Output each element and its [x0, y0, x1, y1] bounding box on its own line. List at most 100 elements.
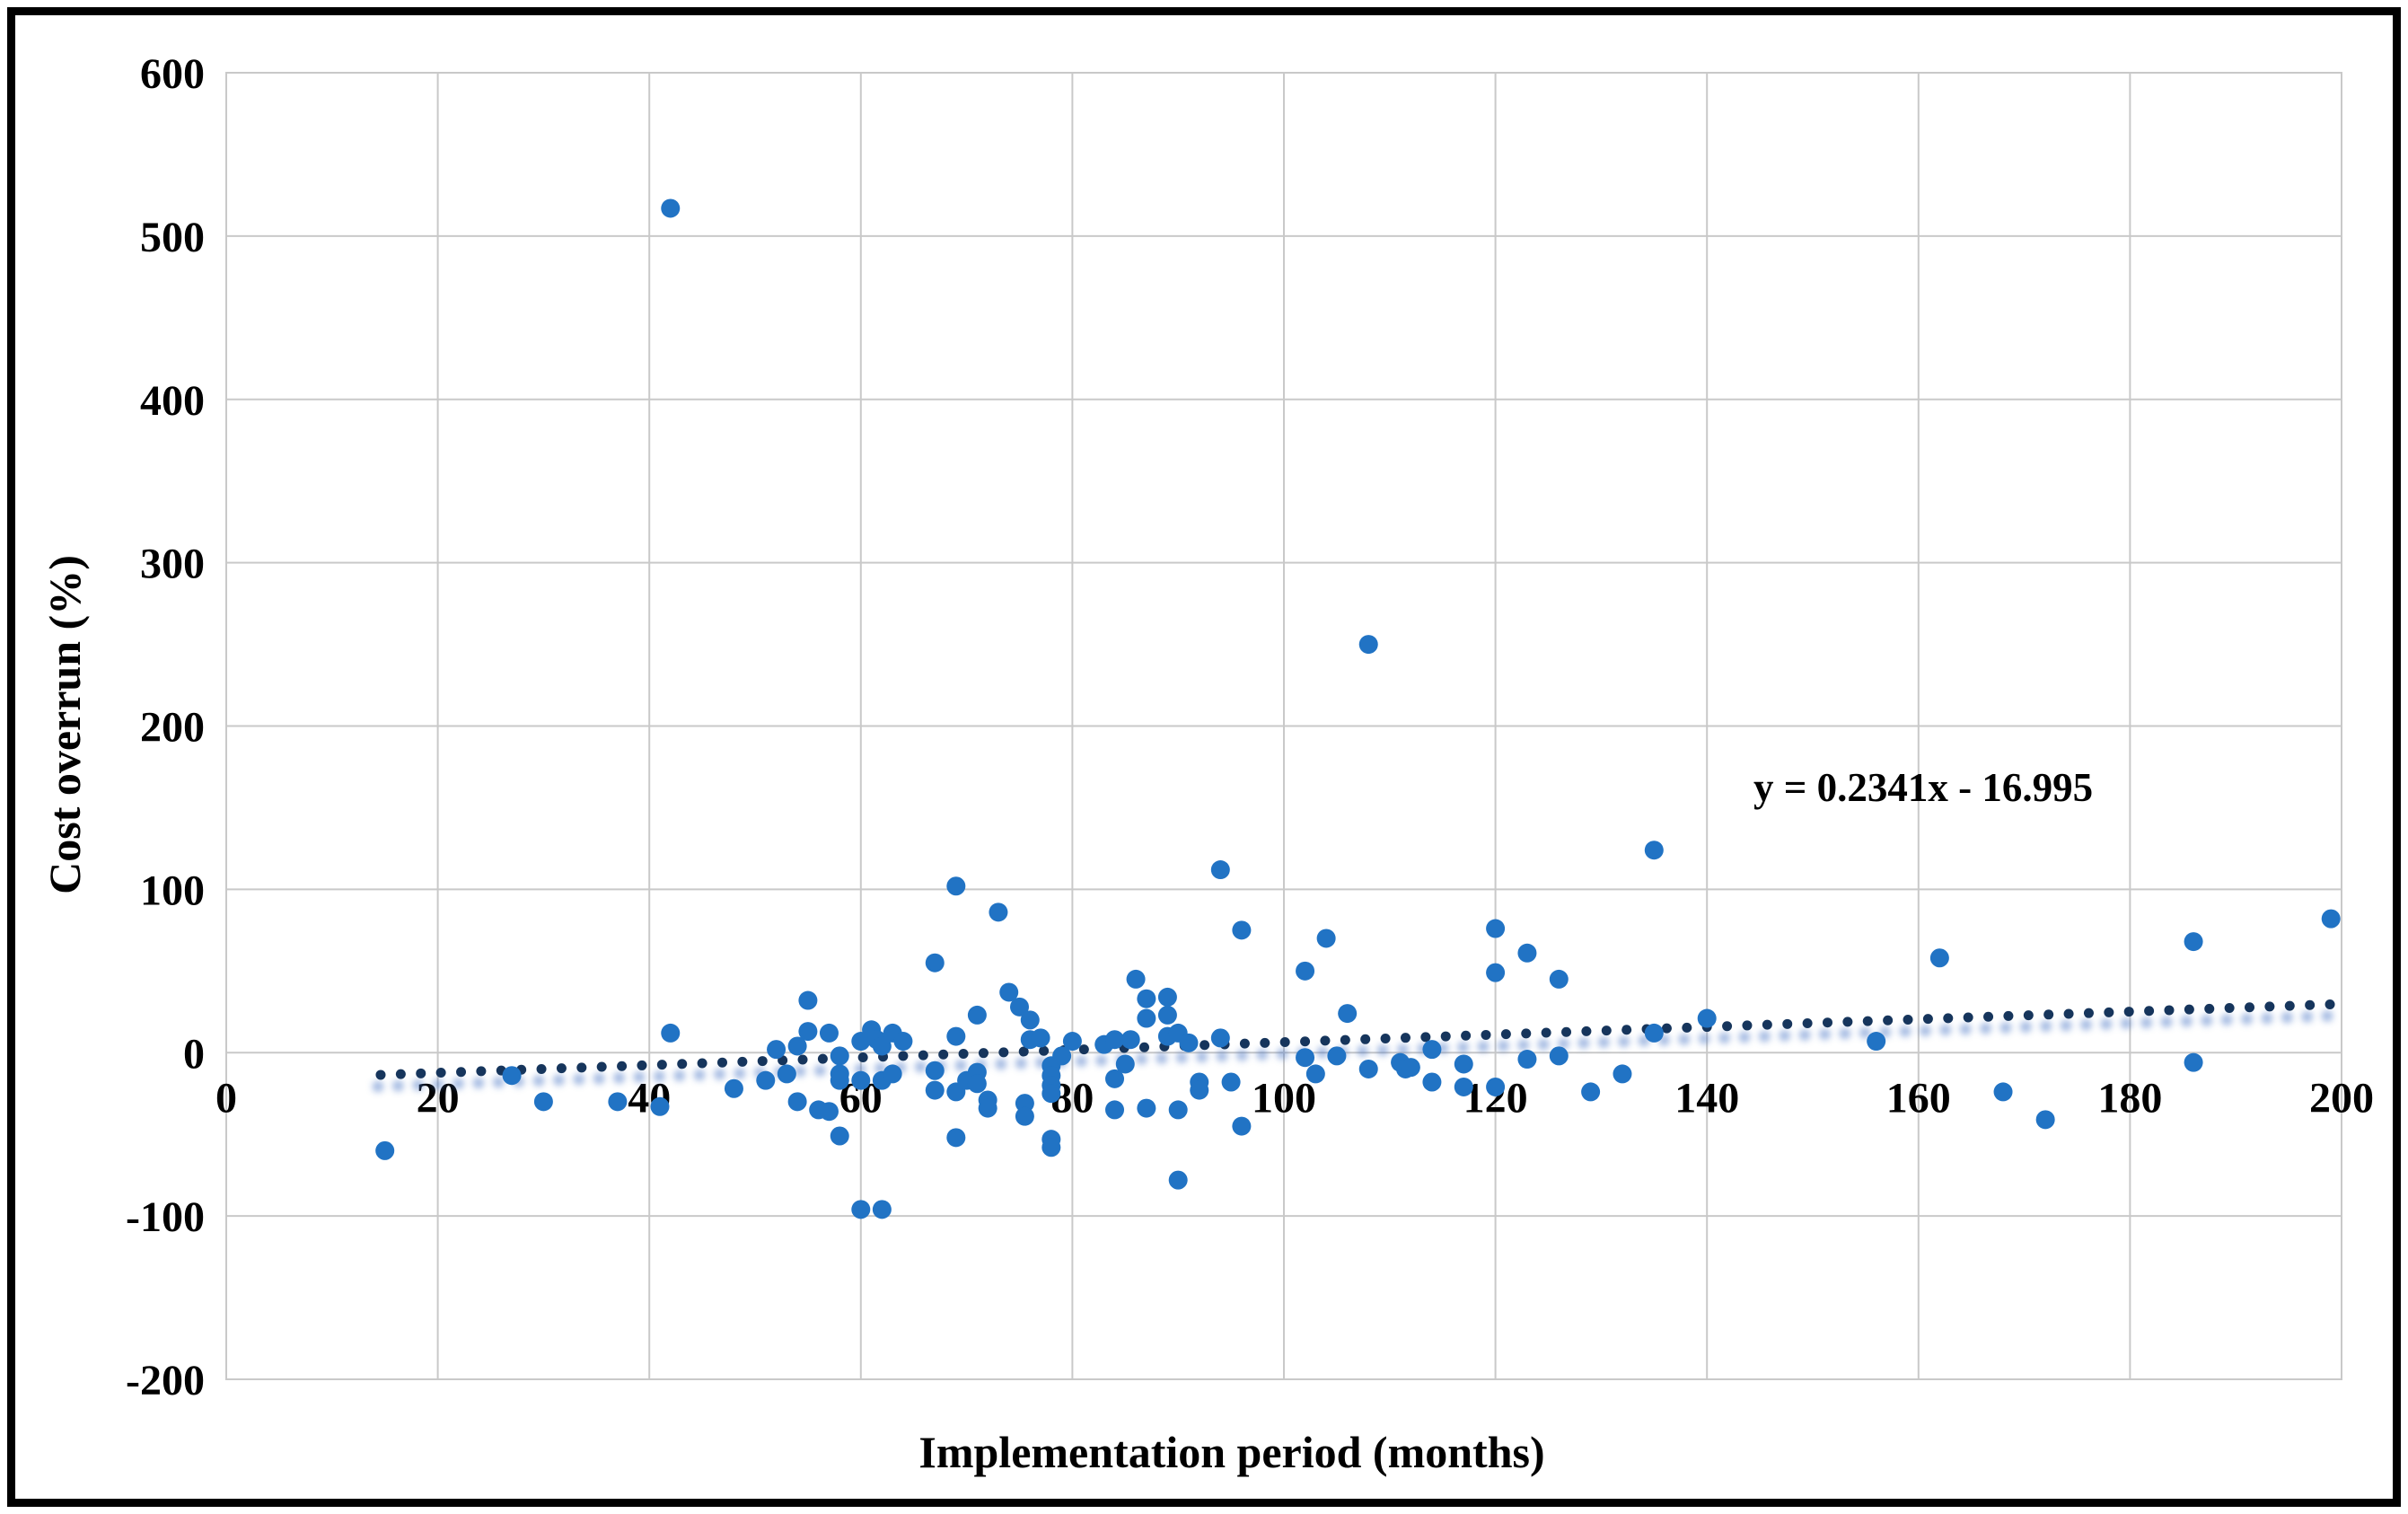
data-point: [1486, 1077, 1506, 1096]
scatter-points: [375, 198, 2341, 1219]
data-point: [1454, 1054, 1473, 1074]
data-point: [1486, 963, 1506, 982]
trend-dot: [1260, 1037, 1270, 1048]
trend-dot: [1139, 1042, 1150, 1052]
data-point: [851, 1200, 871, 1219]
x-axis-tick-label: 160: [1886, 1074, 1951, 1122]
trend-dot: [596, 1061, 607, 1072]
trend-dot: [656, 1060, 667, 1070]
trend-dot: [456, 1067, 467, 1078]
x-axis-tick-label: 180: [2097, 1074, 2162, 1122]
trend-dot: [2123, 1007, 2134, 1017]
trend-dot: [857, 1052, 868, 1063]
trend-dot: [1903, 1014, 1913, 1025]
trend-dot: [435, 1068, 446, 1078]
data-point: [1296, 1048, 1315, 1068]
data-point: [1137, 1008, 1156, 1028]
data-point: [978, 1098, 997, 1118]
x-axis-tick-label: 140: [1674, 1074, 1739, 1122]
trend-dot: [2224, 1003, 2235, 1014]
trend-dot: [1200, 1040, 1210, 1051]
trend-dot: [2184, 1004, 2194, 1015]
trend-dot: [1380, 1033, 1391, 1043]
trend-dot: [697, 1058, 707, 1069]
x-axis-tick-label: 100: [1252, 1074, 1316, 1122]
trend-dot: [2104, 1007, 2114, 1017]
data-point: [1232, 920, 1252, 940]
trend-dot: [918, 1050, 928, 1061]
data-point: [967, 1005, 987, 1025]
data-point: [925, 1080, 945, 1100]
data-point: [1358, 635, 1378, 655]
trend-dot: [375, 1069, 386, 1080]
trend-dot: [898, 1051, 909, 1061]
data-point: [724, 1078, 743, 1098]
trend-dot: [1922, 1014, 1933, 1025]
data-point: [819, 1102, 839, 1122]
data-point: [1210, 860, 1230, 880]
data-point: [1422, 1072, 1442, 1092]
data-point: [1020, 1010, 1040, 1030]
data-point: [872, 1036, 892, 1056]
data-point: [1232, 1116, 1252, 1136]
trend-dot: [1682, 1022, 1692, 1033]
data-point: [1401, 1058, 1420, 1078]
data-point: [946, 1128, 966, 1148]
data-point: [883, 1064, 902, 1084]
trend-dot: [2003, 1010, 2014, 1021]
data-point: [1358, 1059, 1378, 1078]
data-point: [777, 1064, 796, 1084]
data-point: [925, 953, 945, 973]
data-point: [1041, 1138, 1061, 1158]
data-point: [1210, 1028, 1230, 1048]
outer-border-frame: [7, 7, 2401, 1507]
data-point: [1062, 1032, 1082, 1052]
data-point: [1190, 1080, 1209, 1100]
y-axis-tick-label: 0: [183, 1030, 205, 1078]
trend-dot: [617, 1061, 628, 1071]
data-point: [1644, 1023, 1664, 1043]
trend-dot: [1581, 1025, 1592, 1036]
data-point: [1296, 961, 1315, 981]
data-point: [1549, 1046, 1569, 1066]
y-axis-tick-label: -100: [126, 1193, 205, 1241]
data-point: [1581, 1082, 1601, 1102]
data-point: [1105, 1100, 1125, 1120]
plot-area-border: [225, 72, 2342, 1380]
data-point: [1517, 943, 1537, 963]
trend-dot: [2164, 1005, 2175, 1016]
data-point: [1010, 997, 1029, 1017]
data-point: [1168, 1100, 1188, 1120]
data-point: [1613, 1064, 1632, 1084]
data-point: [1115, 1054, 1135, 1074]
trend-dot: [817, 1053, 828, 1064]
trend-dot: [1601, 1025, 1612, 1036]
data-point: [830, 1070, 849, 1090]
data-point: [661, 198, 681, 218]
trend-dot: [1541, 1027, 1551, 1038]
data-point: [999, 982, 1019, 1002]
trend-dot: [556, 1063, 567, 1074]
trend-dot: [1722, 1021, 1733, 1032]
trendline-equation-label: y = 0.2341x - 16.995: [1753, 765, 2094, 810]
data-point: [1126, 969, 1146, 989]
trend-dot: [1420, 1032, 1431, 1043]
trend-dot: [998, 1047, 1009, 1058]
trend-dot: [2264, 1001, 2275, 1012]
trend-dot: [797, 1054, 808, 1065]
data-point: [851, 1070, 871, 1090]
data-point: [1644, 841, 1664, 860]
trend-dot: [938, 1049, 949, 1060]
trend-dot: [2284, 1000, 2295, 1011]
trend-dot: [2063, 1008, 2074, 1019]
data-point: [1517, 1050, 1537, 1069]
data-point: [1157, 987, 1177, 1007]
data-point: [1929, 948, 1949, 968]
trend-dot: [2144, 1006, 2155, 1017]
trend-dot: [2083, 1008, 2094, 1018]
trend-dot: [1279, 1037, 1290, 1048]
data-point: [1697, 1008, 1717, 1028]
trend-dot: [2023, 1010, 2034, 1021]
y-axis-tick-label: 500: [140, 214, 205, 261]
data-point: [1015, 1094, 1034, 1113]
